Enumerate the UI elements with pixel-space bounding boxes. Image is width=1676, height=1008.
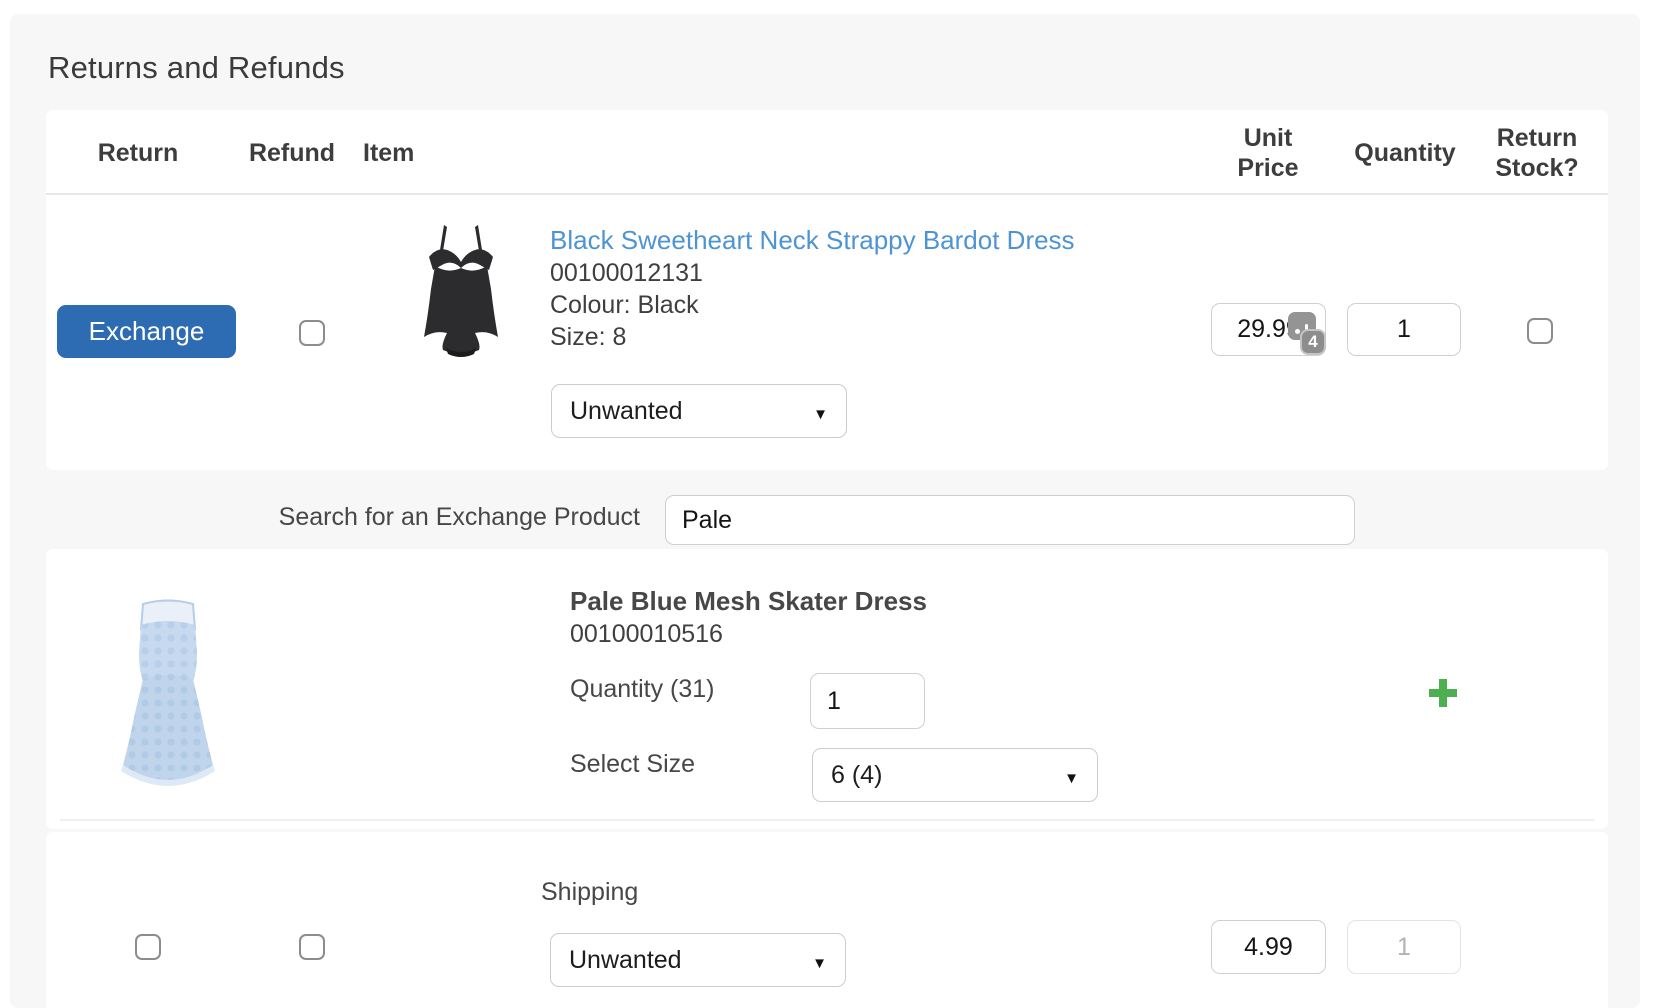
header-return-stock: Return Stock?: [1495, 123, 1579, 182]
size-select[interactable]: 6 (4): [812, 748, 1098, 802]
black-dress-product-image: [424, 225, 498, 357]
returns-panel: Returns and Refunds Return Refund Item U…: [10, 14, 1640, 1008]
header-item: Item: [363, 138, 415, 167]
page-title: Returns and Refunds: [48, 50, 345, 85]
header-return: Return: [97, 138, 179, 167]
shipping-price-input[interactable]: [1211, 920, 1326, 974]
shipping-row-card: Shipping Unwanted: [46, 832, 1608, 1008]
shipping-return-checkbox[interactable]: [135, 934, 161, 960]
exchange-quantity-label: Quantity (31): [570, 675, 715, 703]
product-sku: 00100012131: [550, 259, 703, 287]
exchange-product-name: Pale Blue Mesh Skater Dress: [570, 586, 927, 616]
chevron-down-icon: [812, 946, 827, 975]
quantity-input[interactable]: [1347, 303, 1461, 356]
header-refund: Refund: [248, 138, 336, 167]
refund-checkbox[interactable]: [299, 320, 325, 346]
exchange-product-card: Pale Blue Mesh Skater Dress 00100010516 …: [46, 549, 1608, 829]
divider: [60, 819, 1594, 821]
shipping-reason-select[interactable]: Unwanted: [550, 933, 846, 987]
chevron-down-icon: [1064, 761, 1079, 790]
input-source-badge-number: 4: [1300, 329, 1326, 355]
return-reason-value: Unwanted: [570, 396, 683, 425]
chevron-down-icon: [813, 397, 828, 426]
returns-table-card: Return Refund Item Unit Price Quantity R…: [46, 110, 1608, 470]
shipping-quantity-input[interactable]: [1347, 920, 1461, 974]
plus-icon[interactable]: [1428, 678, 1458, 708]
return-stock-checkbox[interactable]: [1527, 318, 1553, 344]
unit-price-field-wrap: 4: [1211, 303, 1326, 356]
shipping-refund-checkbox[interactable]: [299, 934, 325, 960]
table-header-row: Return Refund Item Unit Price Quantity R…: [46, 110, 1608, 195]
header-unit-price: Unit Price: [1237, 123, 1299, 182]
shipping-reason-value: Unwanted: [569, 945, 682, 974]
shipping-label: Shipping: [541, 878, 639, 906]
exchange-product-sku: 00100010516: [570, 620, 723, 648]
select-size-label: Select Size: [570, 750, 696, 778]
exchange-search-label: Search for an Exchange Product: [278, 503, 640, 531]
exchange-search-input[interactable]: [665, 495, 1355, 545]
product-link[interactable]: Black Sweetheart Neck Strappy Bardot Dre…: [550, 225, 1075, 255]
header-quantity: Quantity: [1354, 138, 1456, 167]
product-colour: Colour: Black: [550, 291, 699, 319]
exchange-button[interactable]: Exchange: [57, 305, 236, 358]
size-select-value: 6 (4): [831, 760, 883, 789]
product-info: Black Sweetheart Neck Strappy Bardot Dre…: [550, 224, 1150, 353]
return-reason-select[interactable]: Unwanted: [551, 384, 847, 438]
product-size: Size: 8: [550, 323, 627, 351]
pale-blue-dress-product-image: [121, 599, 215, 786]
exchange-quantity-input[interactable]: [810, 673, 925, 729]
